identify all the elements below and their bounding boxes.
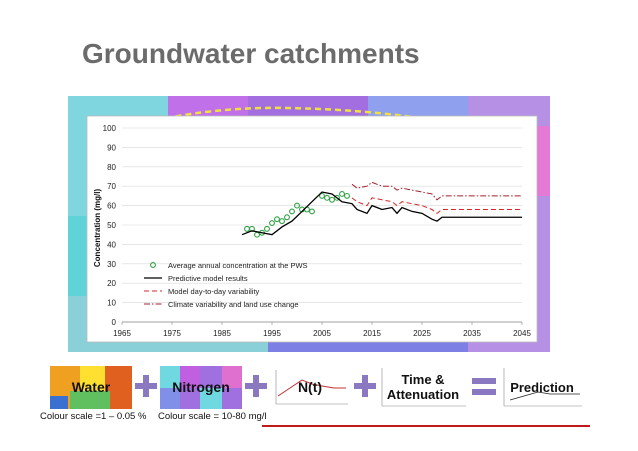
y-tick-label: 100: [103, 124, 117, 133]
data-point-marker: [344, 192, 350, 199]
water-label: Water: [71, 379, 111, 395]
legend-entry: Model day-to-day variability: [168, 287, 260, 296]
y-tick-label: 0: [112, 318, 117, 327]
data-series: [241, 181, 522, 238]
water-caption: Colour scale =1 – 0.05 %: [40, 411, 147, 422]
data-point-marker: [294, 202, 300, 209]
y-tick-label: 90: [107, 143, 116, 152]
x-tick-label: 1965: [113, 329, 131, 338]
x-tick-label: 1975: [163, 329, 181, 338]
series-line: [241, 191, 522, 236]
water-tile: Water: [50, 366, 132, 409]
chart-panel: [86, 115, 538, 343]
nt-chart-thumbnail: [275, 370, 348, 405]
data-point-marker: [289, 208, 295, 215]
prediction-tile: Prediction: [500, 366, 584, 409]
y-tick-label: 60: [107, 202, 116, 211]
time-label-line1: Time &: [401, 372, 445, 387]
data-point-marker: [274, 216, 280, 223]
time-label: Time & Attenuation: [378, 372, 468, 402]
data-point-marker: [334, 194, 340, 201]
legend-marker: [150, 262, 156, 268]
data-point-marker: [264, 225, 270, 232]
series-line: [351, 197, 522, 214]
data-point-marker: [284, 214, 290, 221]
x-tick-label: 2005: [313, 329, 331, 338]
y-tick-label: 70: [107, 182, 116, 191]
prediction-chart-thumbnail: [503, 368, 582, 407]
nt-tile: N(t): [270, 366, 350, 409]
equals-icon: [472, 378, 496, 395]
y-tick-label: 40: [107, 240, 116, 249]
x-tick-label: 1985: [213, 329, 231, 338]
prediction-label: Prediction: [510, 380, 574, 395]
plus-icon: [245, 375, 267, 397]
data-point-marker: [309, 208, 315, 215]
series-line: [351, 181, 522, 201]
nitrogen-map-thumbnail: [160, 366, 242, 409]
water-map-thumbnail: [50, 366, 132, 409]
x-tick-label: 2015: [363, 329, 381, 338]
y-axis-label: Concentration (mg/l): [93, 189, 102, 268]
nitrogen-caption: Colour scale = 10-80 mg/l: [158, 411, 267, 422]
data-point-marker: [324, 194, 330, 201]
x-tick-label: 2025: [413, 329, 431, 338]
attenuation-chart-thumbnail: [381, 368, 466, 407]
data-point-marker: [279, 218, 285, 225]
data-point-marker: [339, 191, 345, 197]
plus-icon: [135, 375, 157, 397]
time-label-line2: Attenuation: [386, 387, 460, 402]
legend-entry: Climate variability and land use change: [168, 300, 299, 309]
y-tick-label: 10: [107, 299, 116, 308]
plus-icon: [354, 375, 376, 397]
time-attenuation-tile: Time & Attenuation: [378, 366, 468, 409]
x-tick-label: 2035: [463, 329, 481, 338]
y-tick-label: 50: [107, 221, 116, 230]
data-point-marker: [319, 192, 325, 199]
axes: 0 10 20 30 40 50 60 70 80 90 100 1965 1975 1985 1995 20…: [103, 124, 532, 338]
nitrogen-tile: Nitrogen: [160, 366, 242, 409]
legend-entry: Predictive model results: [168, 274, 248, 283]
y-tick-label: 80: [107, 163, 116, 172]
legend: Average annual concentration at the PWS P…: [144, 261, 308, 309]
y-tick-label: 20: [107, 279, 116, 288]
footer-rule: [262, 425, 590, 427]
slide-title: Groundwater catchments: [82, 38, 420, 69]
legend-entry: Average annual concentration at the PWS: [168, 261, 308, 270]
nt-label: N(t): [297, 379, 323, 395]
x-tick-label: 2045: [513, 329, 531, 338]
x-tick-label: 1995: [263, 329, 281, 338]
y-tick-label: 30: [107, 260, 116, 269]
data-point-marker: [329, 196, 335, 203]
nitrogen-label: Nitrogen: [172, 379, 230, 395]
data-point-marker: [269, 220, 275, 227]
